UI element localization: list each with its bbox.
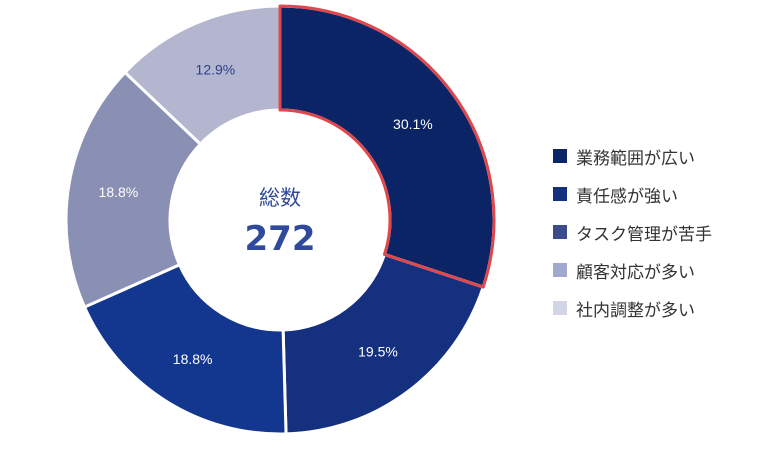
legend-label: 責任感が強い bbox=[576, 186, 678, 207]
legend-label: 社内調整が多い bbox=[576, 300, 695, 321]
legend-label: タスク管理が苦手 bbox=[576, 224, 712, 245]
legend-item: 社内調整が多い bbox=[553, 289, 712, 327]
legend-label: 業務範囲が広い bbox=[576, 148, 695, 169]
slice-value-label: 30.1% bbox=[393, 116, 433, 132]
legend-item: 顧客対応が多い bbox=[553, 251, 712, 289]
slice-highlight-outline bbox=[278, 4, 496, 289]
donut-slice-labels: 30.1% 19.5% 18.8% 18.8% 12.9% bbox=[99, 61, 433, 367]
donut-slice bbox=[281, 252, 486, 436]
legend-swatch bbox=[553, 263, 567, 277]
legend-label: 顧客対応が多い bbox=[576, 262, 695, 283]
legend-swatch bbox=[553, 187, 567, 201]
legend-swatch bbox=[553, 149, 567, 163]
legend-swatch bbox=[553, 225, 567, 239]
donut-slice bbox=[82, 262, 288, 436]
center-value: 272 bbox=[245, 219, 316, 259]
legend-item: 責任感が強い bbox=[553, 175, 712, 213]
slice-value-label: 19.5% bbox=[358, 344, 398, 360]
slice-value-label: 12.9% bbox=[196, 61, 236, 77]
legend: 業務範囲が広い 責任感が強い タスク管理が苦手 顧客対応が多い 社内調整が多い bbox=[553, 137, 712, 327]
legend-item: タスク管理が苦手 bbox=[553, 213, 712, 251]
legend-swatch bbox=[553, 301, 567, 315]
slice-value-label: 18.8% bbox=[173, 351, 213, 367]
slice-value-label: 18.8% bbox=[99, 184, 139, 200]
legend-item: 業務範囲が広い bbox=[553, 137, 712, 175]
center-title: 総数 bbox=[259, 186, 301, 210]
donut-slices bbox=[64, 4, 496, 436]
donut-slice bbox=[64, 70, 203, 310]
